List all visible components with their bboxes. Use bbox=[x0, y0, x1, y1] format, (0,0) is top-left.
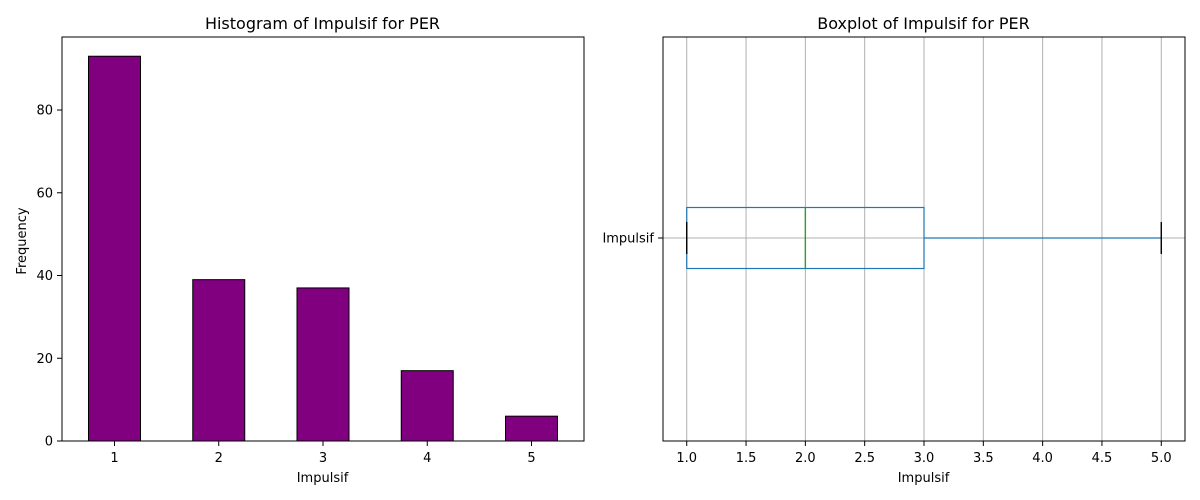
x-tick-label: 4 bbox=[423, 451, 431, 466]
histogram-bars bbox=[88, 55, 558, 442]
histogram-bar-3 bbox=[296, 287, 350, 442]
boxplot-y-ticks: Impulsif bbox=[602, 232, 663, 247]
x-tick-label: 2 bbox=[215, 451, 223, 466]
y-tick-label: 20 bbox=[36, 352, 53, 367]
x-tick-label: 4.0 bbox=[1032, 451, 1053, 466]
histogram-x-axis-label: Impulsif bbox=[297, 471, 349, 486]
x-tick-label: 4.5 bbox=[1092, 451, 1113, 466]
histogram-bar-2 bbox=[192, 279, 246, 442]
x-tick-label: 5 bbox=[527, 451, 535, 466]
histogram-bar-5 bbox=[505, 415, 558, 442]
x-tick-label: 2.5 bbox=[854, 451, 875, 466]
y-tick-label: 40 bbox=[36, 269, 53, 284]
x-tick-label: 1.5 bbox=[736, 451, 757, 466]
y-tick-label: 0 bbox=[45, 435, 53, 450]
y-tick-label: 60 bbox=[36, 186, 53, 201]
x-tick-label: 3.0 bbox=[914, 451, 935, 466]
histogram-y-ticks: 0 20 40 60 80 bbox=[36, 104, 62, 450]
boxplot-x-axis-label: Impulsif bbox=[898, 471, 950, 486]
x-tick-label: 2.0 bbox=[795, 451, 816, 466]
y-tick-label: Impulsif bbox=[602, 232, 654, 247]
x-tick-label: 3.5 bbox=[973, 451, 994, 466]
histogram-y-axis-label: Frequency bbox=[15, 207, 30, 274]
boxplot-x-ticks: 1.0 1.5 2.0 2.5 3.0 3.5 4.0 4.5 5.0 bbox=[676, 441, 1172, 466]
histogram-panel: Histogram of Impulsif for PER 020406080 … bbox=[15, 14, 585, 486]
histogram-bar-4 bbox=[400, 370, 454, 442]
x-tick-label: 1.0 bbox=[676, 451, 697, 466]
y-tick-label: 80 bbox=[36, 104, 53, 119]
histogram-bar-1 bbox=[88, 55, 141, 442]
boxplot-panel: Boxplot of Impulsif for PER 1.0 1.5 2.0 2.5… bbox=[602, 14, 1186, 486]
histogram-title: Histogram of Impulsif for PER bbox=[205, 14, 440, 33]
boxplot-marks bbox=[686, 206, 1162, 270]
x-tick-label: 5.0 bbox=[1151, 451, 1172, 466]
boxplot-title: Boxplot of Impulsif for PER bbox=[817, 14, 1030, 33]
histogram-x-ticks: 1 2 3 4 5 bbox=[110, 441, 536, 466]
x-tick-label: 3 bbox=[319, 451, 327, 466]
x-tick-label: 1 bbox=[110, 451, 118, 466]
